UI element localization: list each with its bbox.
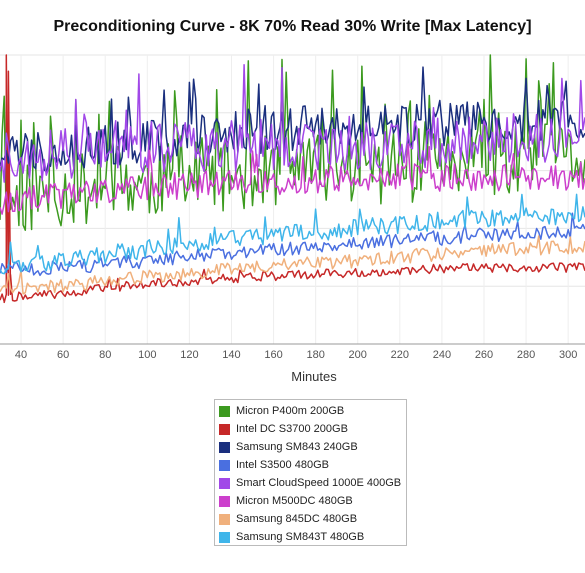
series-lines [0,54,585,304]
series-line-5 [0,143,585,215]
series-line-6 [0,235,585,295]
legend-label: Smart CloudSpeed 1000E 400GB [236,477,402,489]
legend-label: Micron P400m 200GB [236,405,345,417]
legend-swatch [219,477,230,489]
legend-swatch [219,459,230,471]
legend-swatch [219,531,230,543]
series-line-7 [0,193,585,275]
legend-swatch [219,441,230,453]
legend-item[interactable]: Samsung SM843T 480GB [219,528,402,546]
x-tick-label: 260 [475,349,493,361]
legend-label: Samsung 845DC 480GB [236,513,358,525]
x-tick-label: 120 [180,349,198,361]
x-tick-label: 240 [433,349,451,361]
legend-label: Micron M500DC 480GB [236,495,353,507]
series-line-1 [0,54,585,304]
legend-label: Intel S3500 480GB [236,459,329,471]
x-tick-label: 160 [264,349,282,361]
legend-label: Samsung SM843 240GB [236,441,358,453]
legend-item[interactable]: Micron M500DC 480GB [219,492,402,510]
x-tick-label: 200 [349,349,367,361]
series-line-0 [0,54,585,231]
legend-swatch [219,423,230,435]
legend-item[interactable]: Smart CloudSpeed 1000E 400GB [219,474,402,492]
x-axis: 40 60 80 100 120 140 160 180 200 220 240 260 280 300 [0,343,585,361]
x-tick-label: 180 [306,349,324,361]
legend-item[interactable]: Samsung SM843 240GB [219,438,402,456]
x-tick-label: 40 [15,349,27,361]
x-tick-label: 80 [99,349,111,361]
x-tick-label: 220 [391,349,409,361]
x-tick-label: 280 [517,349,535,361]
x-tick-label: 140 [222,349,240,361]
legend-item[interactable]: Samsung 845DC 480GB [219,510,402,528]
legend-swatch [219,495,230,507]
x-tick-label: 60 [57,349,69,361]
chart-title: Preconditioning Curve - 8K 70% Read 30% … [53,18,532,35]
x-tick-label: 300 [559,349,577,361]
legend: Micron P400m 200GB Intel DC S3700 200GB Sa… [214,399,407,546]
series-line-4 [0,64,585,183]
legend-label: Samsung SM843T 480GB [236,531,365,543]
legend-label: Intel DC S3700 200GB [236,423,348,435]
legend-swatch [219,513,230,525]
legend-item[interactable]: Intel DC S3700 200GB [219,420,402,438]
x-tick-label: 100 [138,349,156,361]
legend-swatch [219,405,230,417]
x-axis-label: Minutes [291,369,337,384]
legend-item[interactable]: Intel S3500 480GB [219,456,402,474]
series-line-3 [0,212,585,277]
legend-item[interactable]: Micron P400m 200GB [219,402,402,420]
